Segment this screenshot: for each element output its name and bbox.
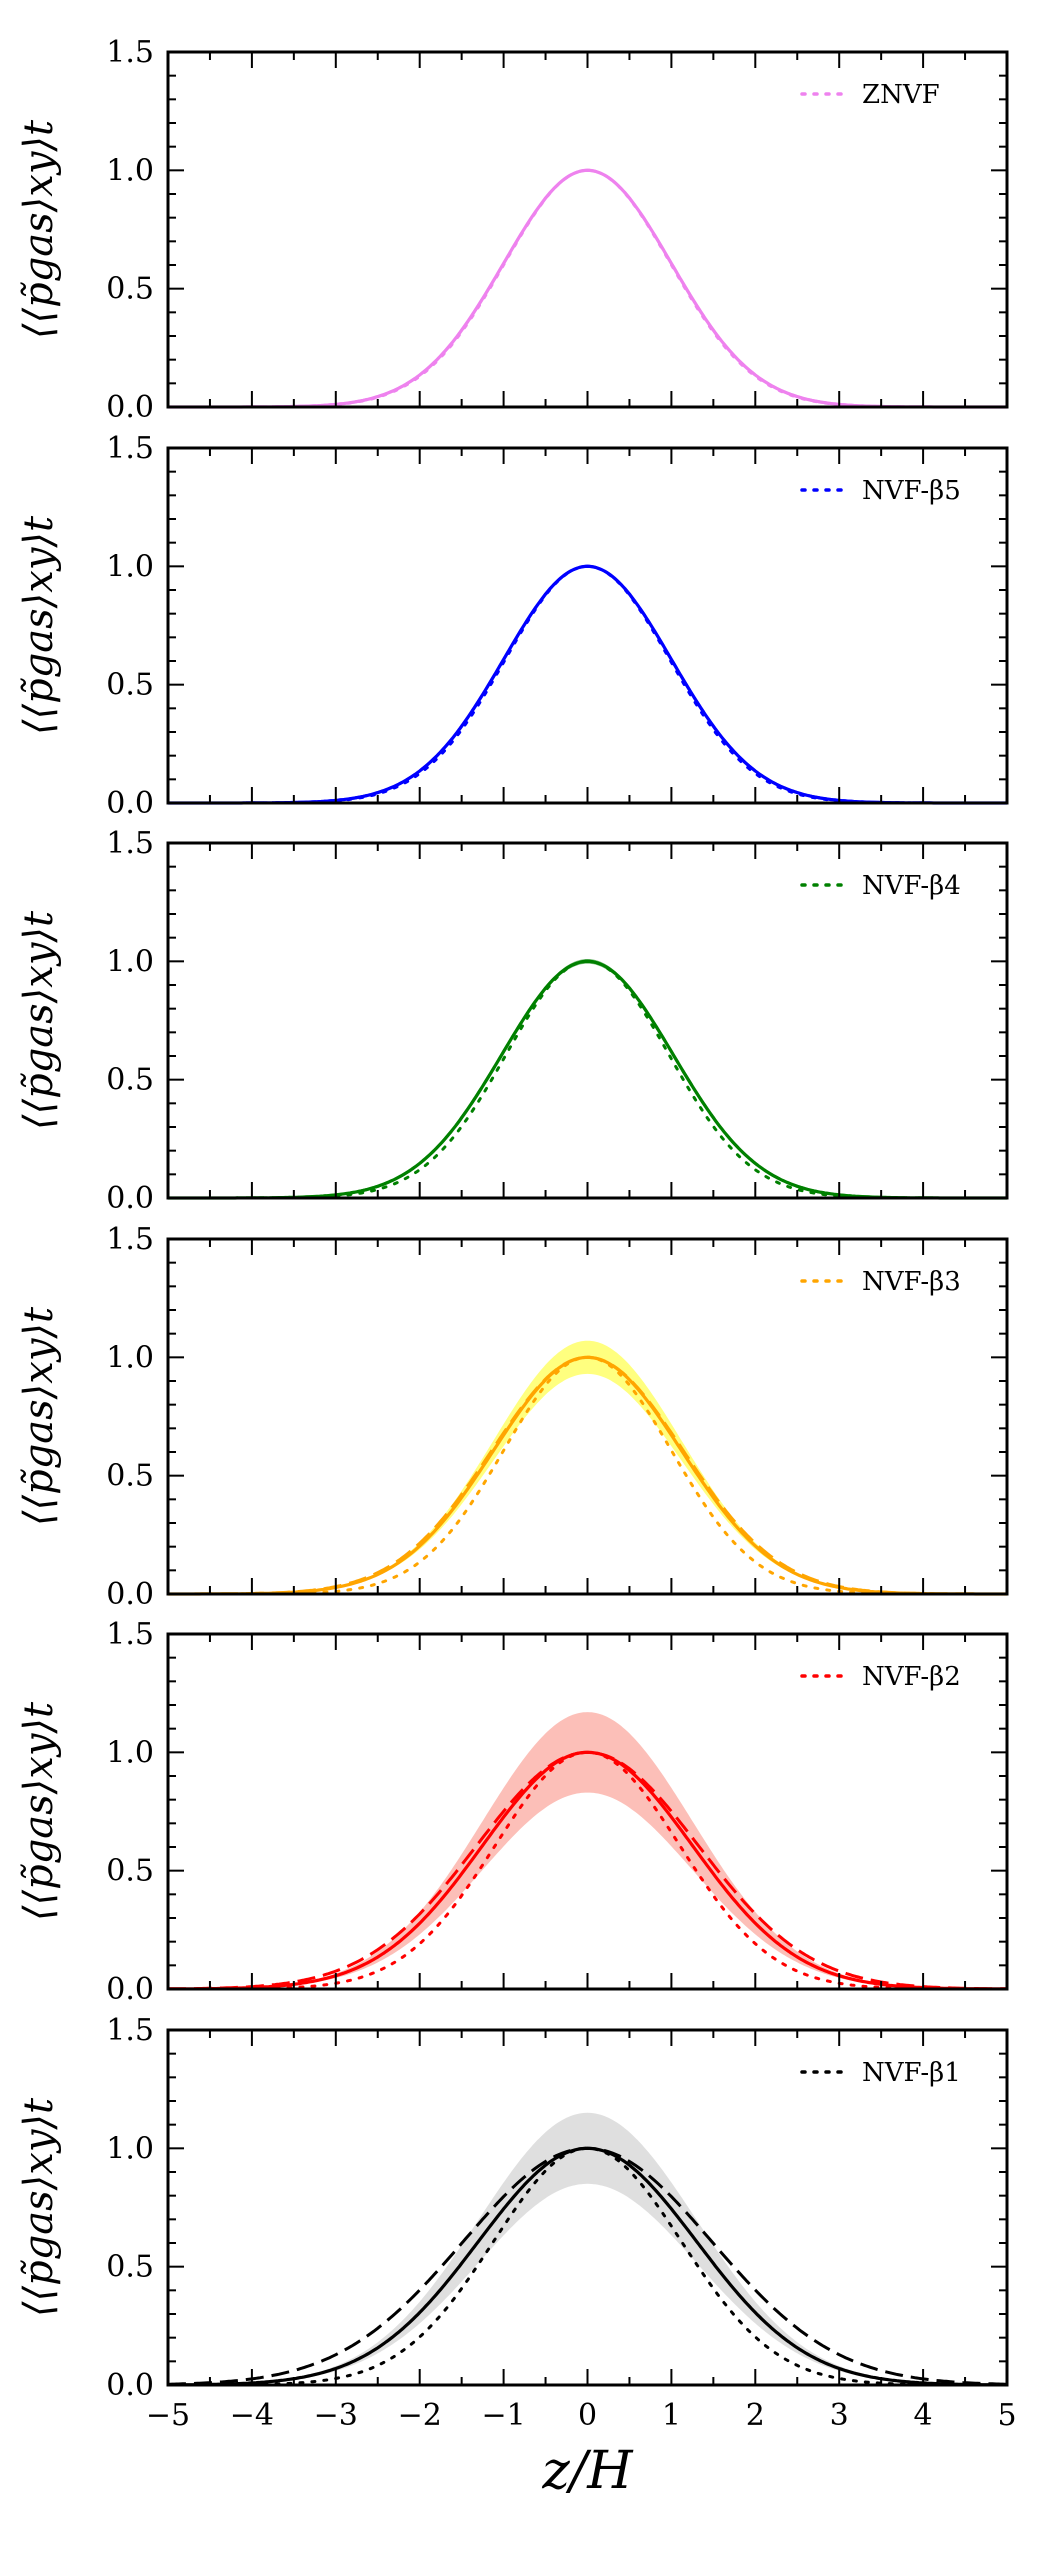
y-tick-label: 1.5 <box>106 1617 154 1652</box>
x-tick-label: −4 <box>230 2398 274 2433</box>
y-tick-label: 0.0 <box>106 1181 154 1216</box>
y-tick-label: 0.5 <box>106 1063 154 1098</box>
series-dotted-line <box>166 564 1009 805</box>
panels: 0.0 0.5 1.0 1.5 ⟨⟨p̃gas⟩xy⟩t ZNVF 0.0 0.5 1.0 1.5… <box>16 35 1009 2403</box>
x-tick-label: −3 <box>314 2398 358 2433</box>
y-tick-label: 0.0 <box>106 1972 154 2007</box>
y-tick-label: 1.5 <box>106 1222 154 1257</box>
x-tick-label: 4 <box>914 2398 933 2433</box>
y-tick-label: 1.0 <box>106 944 154 979</box>
legend-label: ZNVF <box>862 80 940 110</box>
series-dashed-line <box>168 959 1007 1200</box>
legend-label: NVF-β3 <box>862 1267 961 1297</box>
y-tick-label: 0.5 <box>106 272 154 307</box>
uncertainty-band <box>168 959 1007 1198</box>
series-dashed-line <box>168 1355 1007 1596</box>
y-tick-label: 1.0 <box>106 549 154 584</box>
x-tick-label: 1 <box>662 2398 681 2433</box>
y-axis-label: ⟨⟨p̃gas⟩xy⟩t <box>16 1306 62 1526</box>
y-axis-label: ⟨⟨p̃gas⟩xy⟩t <box>16 2097 62 2317</box>
y-tick-label: 1.5 <box>106 35 154 70</box>
series-dashed-line <box>168 564 1007 805</box>
panel-5: 0.0 0.5 1.0 1.5 ⟨⟨p̃gas⟩xy⟩t NVF-β2 <box>16 1617 1009 2007</box>
y-tick-label: 1.5 <box>106 826 154 861</box>
y-tick-label: 0.0 <box>106 2368 154 2403</box>
y-tick-label: 1.0 <box>106 153 154 188</box>
x-tick-label: 3 <box>830 2398 849 2433</box>
x-tick-label: −2 <box>398 2398 442 2433</box>
series-solid-line <box>168 564 1007 805</box>
y-tick-label: 0.0 <box>106 390 154 425</box>
series-dotted-line <box>166 1355 1009 1596</box>
series-solid-line <box>168 1355 1007 1596</box>
x-tick-label: −1 <box>481 2398 525 2433</box>
y-axis-label: ⟨⟨p̃gas⟩xy⟩t <box>16 515 62 735</box>
y-tick-label: 0.0 <box>106 786 154 821</box>
legend-label: NVF-β1 <box>862 2058 961 2088</box>
x-axis-label: z/H <box>541 2441 634 2501</box>
y-tick-label: 0.5 <box>106 2250 154 2285</box>
legend-label: NVF-β4 <box>862 871 961 901</box>
shared-x-axis: −5 −4 −3 −2 −1 0 1 2 3 4 5 z/H <box>146 2398 1017 2501</box>
y-tick-label: 0.0 <box>106 1577 154 1612</box>
y-tick-label: 1.0 <box>106 2131 154 2166</box>
series-solid-line <box>168 959 1007 1200</box>
y-axis-label: ⟨⟨p̃gas⟩xy⟩t <box>16 119 62 339</box>
series-dotted-line <box>166 1750 1009 1991</box>
y-tick-label: 1.0 <box>106 1735 154 1770</box>
legend-label: NVF-β5 <box>862 476 961 506</box>
y-axis-label: ⟨⟨p̃gas⟩xy⟩t <box>16 1701 62 1921</box>
y-axis-label: ⟨⟨p̃gas⟩xy⟩t <box>16 910 62 1130</box>
panel-1: 0.0 0.5 1.0 1.5 ⟨⟨p̃gas⟩xy⟩t ZNVF <box>16 35 1009 425</box>
series-dotted-line <box>166 2146 1009 2387</box>
x-tick-label: 2 <box>746 2398 765 2433</box>
series-dotted-line <box>166 959 1009 1200</box>
x-tick-label: 5 <box>997 2398 1016 2433</box>
y-tick-label: 0.5 <box>106 668 154 703</box>
uncertainty-band <box>168 2112 1007 2385</box>
panel-6: 0.0 0.5 1.0 1.5 ⟨⟨p̃gas⟩xy⟩t NVF-β1 <box>16 2013 1009 2403</box>
x-tick-label: −5 <box>146 2398 190 2433</box>
series-dashed-line <box>168 2146 1007 2386</box>
y-tick-label: 1.5 <box>106 431 154 466</box>
x-tick-label: 0 <box>578 2398 597 2433</box>
series-dashed-line <box>168 1750 1007 1991</box>
y-tick-label: 0.5 <box>106 1854 154 1889</box>
panel-2: 0.0 0.5 1.0 1.5 ⟨⟨p̃gas⟩xy⟩t NVF-β5 <box>16 431 1009 821</box>
y-tick-label: 1.0 <box>106 1340 154 1375</box>
series-dotted-line <box>166 168 1009 409</box>
y-tick-label: 1.5 <box>106 2013 154 2048</box>
panel-4: 0.0 0.5 1.0 1.5 ⟨⟨p̃gas⟩xy⟩t NVF-β3 <box>16 1222 1009 1612</box>
series-solid-line <box>168 168 1007 409</box>
panel-3: 0.0 0.5 1.0 1.5 ⟨⟨p̃gas⟩xy⟩t NVF-β4 <box>16 826 1009 1216</box>
y-tick-label: 0.5 <box>106 1459 154 1494</box>
uncertainty-band <box>168 1712 1007 1989</box>
legend-label: NVF-β2 <box>862 1662 961 1692</box>
uncertainty-band <box>168 1340 1007 1594</box>
series-dashed-line <box>168 168 1007 409</box>
